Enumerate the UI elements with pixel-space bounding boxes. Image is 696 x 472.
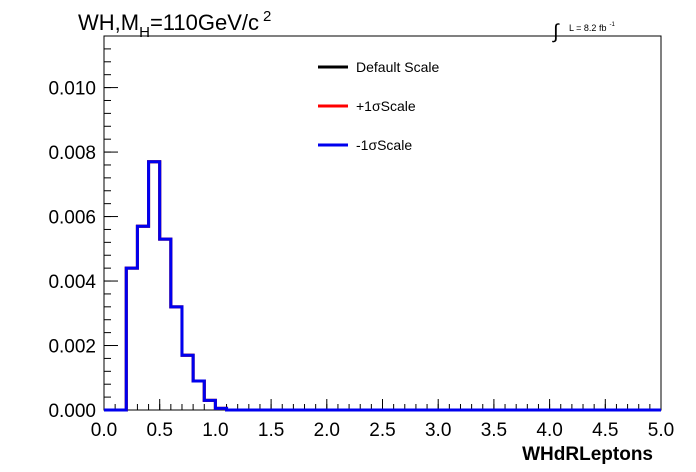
title-main: WH,M [78, 10, 139, 35]
chart-title: WH,MH=110GeV/c 2 [78, 8, 271, 41]
legend-label-minus1sigma: -1σScale [356, 137, 412, 153]
integral-sign: ∫ [552, 21, 560, 43]
legend-label-default: Default Scale [356, 59, 439, 75]
x-tick-label: 4.0 [536, 420, 562, 441]
y-tick-label: 0.000 [48, 401, 96, 422]
x-tick-label: 2.5 [369, 420, 395, 441]
x-tick-label: 1.0 [202, 420, 228, 441]
y-tick-label: 0.006 [48, 208, 96, 229]
x-tick-label: 0.5 [146, 420, 172, 441]
x-axis-label: WHdRLeptons [522, 444, 653, 465]
y-tick-label: 0.008 [48, 143, 96, 164]
x-tick-label: 5.0 [648, 420, 674, 441]
x-tick-label: 3.5 [481, 420, 507, 441]
y-tick-label: 0.004 [48, 272, 96, 293]
x-tick-label: 4.5 [592, 420, 618, 441]
lumi-superscript: -1 [609, 22, 615, 28]
legend: Default Scale +1σScale -1σScale [318, 59, 439, 153]
x-tick-label: 2.0 [314, 420, 340, 441]
y-tick-label: 0.002 [48, 337, 96, 358]
series-line-2 [104, 160, 661, 412]
title-superscript: 2 [263, 8, 271, 25]
title-rest: =110GeV/c [150, 10, 259, 35]
series-line-1 [104, 160, 661, 412]
series-layer [104, 160, 661, 412]
x-axis: 0.0 0.5 1.0 1.5 2.0 2.5 3.0 3.5 4.0 4.5 5.0 [91, 399, 674, 441]
y-axis: 0.000 0.002 0.004 0.006 0.008 0.010 [48, 35, 118, 422]
y-tick-label: 0.010 [48, 79, 96, 100]
lumi-label: L = 8.2 fb -1 [569, 22, 615, 33]
title-subscript: H [139, 24, 150, 41]
x-tick-label: 3.0 [425, 420, 451, 441]
series-line-0 [104, 160, 661, 412]
legend-label-plus1sigma: +1σScale [356, 98, 416, 114]
x-tick-label: 1.5 [258, 420, 284, 441]
x-tick-label: 0.0 [91, 420, 117, 441]
